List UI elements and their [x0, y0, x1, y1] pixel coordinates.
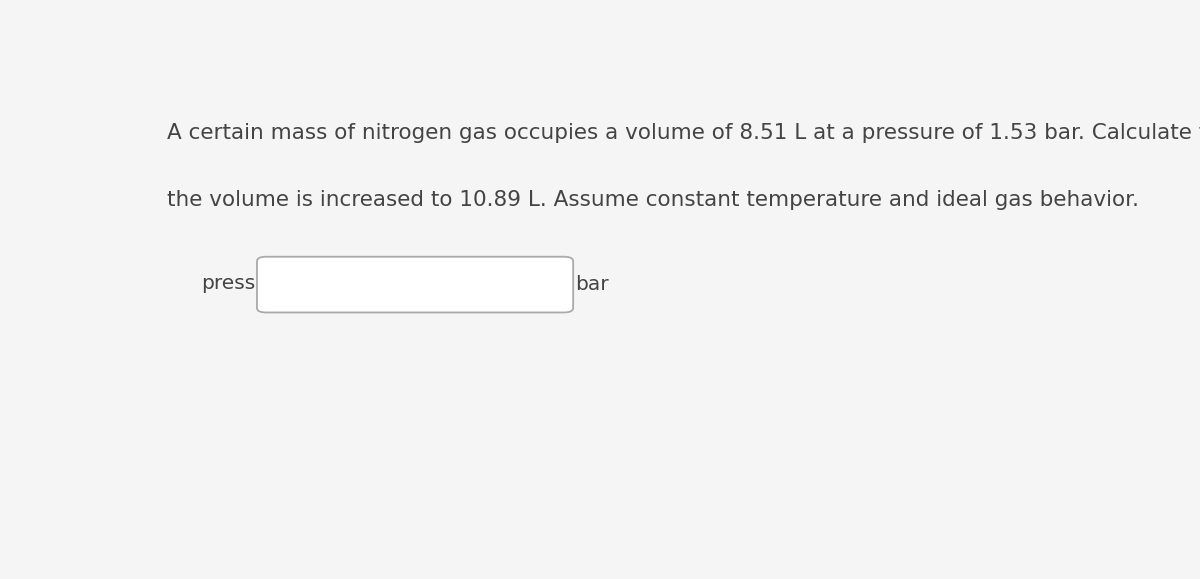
Text: pressure:: pressure: — [202, 274, 295, 293]
Text: bar: bar — [575, 275, 608, 294]
FancyBboxPatch shape — [257, 256, 574, 313]
Text: the volume is increased to 10.89 L. Assume constant temperature and ideal gas be: the volume is increased to 10.89 L. Assu… — [167, 190, 1139, 210]
Text: A certain mass of nitrogen gas occupies a volume of 8.51 L at a pressure of 1.53: A certain mass of nitrogen gas occupies … — [167, 123, 1200, 143]
